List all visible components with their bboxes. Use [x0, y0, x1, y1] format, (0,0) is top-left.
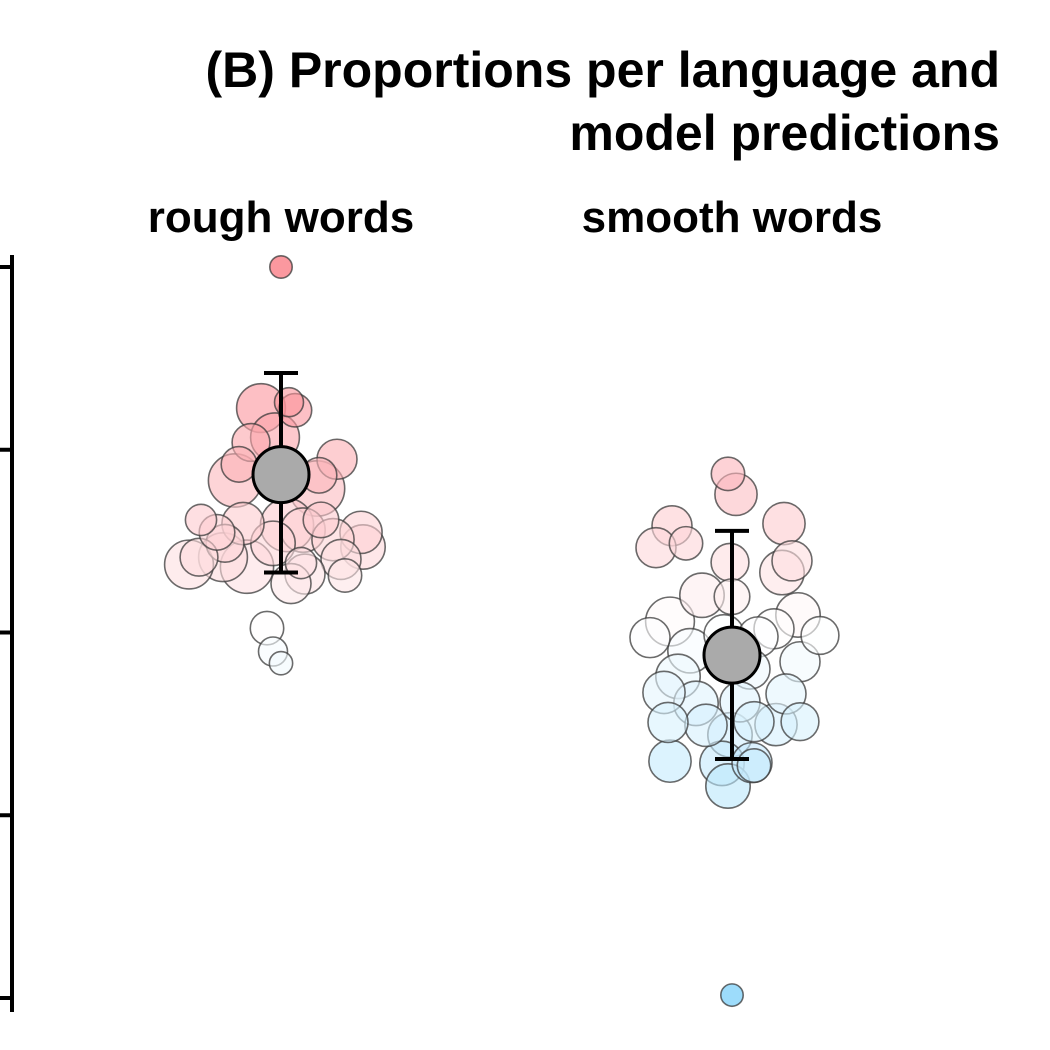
series-rough — [163, 255, 386, 676]
facet-label-smooth: smooth words — [582, 193, 883, 242]
data-point — [302, 501, 340, 539]
data-point — [800, 615, 840, 656]
model-mean-point — [251, 445, 311, 505]
data-point — [327, 557, 363, 593]
data-point — [733, 700, 775, 743]
model-mean-point — [702, 625, 762, 685]
data-point — [684, 703, 728, 748]
data-point — [184, 503, 218, 537]
plot-area — [163, 255, 840, 1008]
data-point — [220, 445, 258, 483]
data-point — [780, 701, 820, 742]
data-point — [771, 540, 813, 582]
facet-label-rough: rough words — [148, 193, 414, 242]
chart-title-line-1: (B) Proportions per language and — [206, 42, 1000, 98]
chart-title-line-2: model predictions — [569, 105, 1000, 161]
data-point — [273, 386, 305, 418]
data-point — [629, 616, 671, 659]
data-point — [268, 255, 293, 280]
y-axis — [0, 255, 14, 1012]
data-point — [647, 701, 689, 744]
data-point — [719, 983, 744, 1008]
data-point — [736, 748, 772, 784]
series-smooth — [629, 456, 840, 1008]
y-axis-ticks — [0, 265, 12, 1000]
data-point — [762, 501, 806, 546]
data-point — [668, 525, 704, 561]
data-point — [648, 739, 692, 784]
data-point — [710, 456, 746, 492]
data-point — [268, 650, 294, 676]
